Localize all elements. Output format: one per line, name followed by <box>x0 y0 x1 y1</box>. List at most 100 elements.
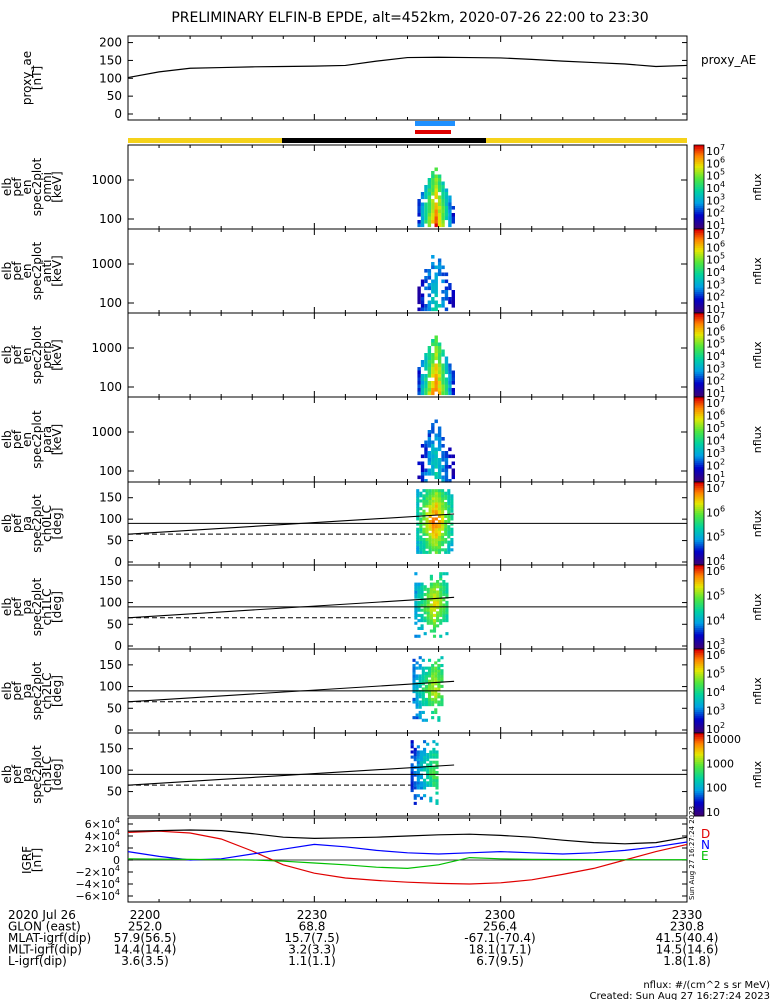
en-spec2plot-omni-cell <box>431 213 435 217</box>
pa-spec2plot-ch2LC-cell <box>424 677 428 681</box>
en-spec2plot-perp-colorbar-cell <box>694 386 704 390</box>
pa-spec2plot-ch0LC-cell <box>437 530 442 534</box>
pa-spec2plot-ch3LC-cell <box>426 781 430 785</box>
pa-spec2plot-ch3LC-cell <box>423 747 427 751</box>
en-spec2plot-para-cell <box>427 451 432 455</box>
en-spec2plot-para-colorbar-cell <box>694 437 704 440</box>
pa-spec2plot-ch2LC-cell <box>431 682 435 686</box>
pa-spec2plot-ch2LC-ytick-label: 50 <box>107 701 122 715</box>
pa-spec2plot-ch1LC-cell <box>417 613 421 617</box>
en-spec2plot-perp-cell <box>434 349 438 354</box>
pa-spec2plot-ch2LC-cell <box>418 679 422 683</box>
pa-spec2plot-ch3LC-cell <box>435 786 439 790</box>
en-spec2plot-omni-cell <box>434 195 438 200</box>
en-spec2plot-para-cell <box>431 447 435 452</box>
en-spec2plot-anti-colorbar-cell <box>694 235 704 238</box>
en-spec2plot-anti-colorbar-cell <box>694 289 704 293</box>
pa-spec2plot-ch2LC-colorbar-cell <box>694 712 704 715</box>
pa-spec2plot-ch2LC-cell <box>424 684 428 688</box>
pa-spec2plot-ch3LC-cell <box>432 755 436 759</box>
pa-spec2plot-ch0LC-cell <box>434 532 438 536</box>
en-spec2plot-omni-colorbar-tick: 107 <box>706 143 725 158</box>
pa-spec2plot-ch2LC-cell <box>437 682 441 686</box>
pa-spec2plot-ch2LC-cell <box>440 663 444 668</box>
en-spec2plot-para-cell <box>424 468 428 473</box>
pa-spec2plot-ch1LC-cell <box>442 616 446 620</box>
pa-spec2plot-ch3LC-colorbar-cell <box>694 795 704 798</box>
en-spec2plot-perp-colorbar-cell <box>694 323 704 327</box>
pa-spec2plot-ch1LC-colorbar-cell <box>694 619 704 623</box>
pa-spec2plot-ch1LC-cell <box>417 585 421 589</box>
pa-spec2plot-ch0LC-cell <box>425 527 429 531</box>
pa-spec2plot-ch2LC-cell <box>427 687 432 691</box>
en-spec2plot-para-colorbar-cell <box>694 433 704 436</box>
pa-spec2plot-ch3LC-cell <box>429 763 433 767</box>
en-spec2plot-perp-cell <box>424 391 428 396</box>
pa-spec2plot-ch1LC-cell <box>423 606 427 610</box>
bottom-axis-value: 1.1(1.1) <box>288 954 336 968</box>
en-spec2plot-para-colorbar-cell <box>694 409 704 413</box>
pa-spec2plot-ch0LC-cell <box>447 540 451 544</box>
pa-spec2plot-ch2LC-cell <box>434 669 438 673</box>
en-spec2plot-para-colorbar-cell <box>694 428 704 432</box>
bottom-axis-row-label: L-igrf(dip) <box>8 954 67 968</box>
en-spec2plot-para-cell <box>437 468 442 473</box>
en-spec2plot-anti-cell <box>431 255 435 259</box>
pa-spec2plot-ch3LC-cell <box>426 755 430 759</box>
pa-spec2plot-ch0LC-cell <box>428 550 432 554</box>
en-spec2plot-anti-cell <box>437 258 442 263</box>
en-spec2plot-para-cell <box>437 447 442 452</box>
en-spec2plot-omni-cell <box>437 206 442 210</box>
en-spec2plot-omni-cell <box>434 167 438 172</box>
en-spec2plot-omni-cell <box>451 213 455 217</box>
pa-spec2plot-ch2LC-cell <box>427 658 432 662</box>
pa-spec2plot-ch3LC-cell <box>416 776 420 780</box>
pa-spec2plot-ch0LC-cell <box>434 545 438 549</box>
pa-spec2plot-ch1LC-cell <box>429 606 433 610</box>
pa-spec2plot-ch1LC-cell <box>436 619 440 623</box>
en-spec2plot-perp-cell <box>448 384 452 389</box>
pa-spec2plot-ch3LC-cell <box>410 783 414 787</box>
en-spec2plot-omni-colorbar-cell <box>694 168 704 171</box>
pa-spec2plot-ch1LC-colorbar-cell <box>694 594 704 597</box>
pa-spec2plot-ch1LC-cell <box>429 587 433 591</box>
pa-spec2plot-ch1LC-cell <box>414 585 418 589</box>
en-spec2plot-omni-cell <box>431 202 435 207</box>
bottom-axis-value: 3.2(3.3) <box>288 943 336 957</box>
en-spec2plot-para-cell <box>451 468 455 473</box>
en-spec2plot-anti-colorbar-tick: 107 <box>706 227 725 242</box>
en-spec2plot-omni-ylabel-line: en <box>20 180 34 195</box>
en-spec2plot-omni-colorbar-cell <box>694 208 704 211</box>
pa-spec2plot-ch3LC-cell <box>429 796 433 800</box>
en-spec2plot-omni-colorbar-cell <box>694 195 704 198</box>
pa-spec2plot-ch3LC-cell <box>432 771 436 775</box>
pa-spec2plot-ch0LC-cell <box>416 540 420 544</box>
en-spec2plot-anti-colorbar-cell <box>694 281 704 285</box>
en-spec2plot-omni-cell <box>431 199 435 203</box>
en-spec2plot-anti-cell <box>427 307 432 312</box>
en-spec2plot-perp-cell <box>417 384 421 389</box>
en-spec2plot-omni-cell <box>431 209 435 214</box>
pa-spec2plot-ch0LC-cell <box>434 540 438 544</box>
pa-spec2plot-ch2LC-cell <box>437 687 441 691</box>
en-spec2plot-para-cell <box>427 458 432 462</box>
pa-spec2plot-ch0LC-cell <box>447 496 451 500</box>
en-spec2plot-omni-colorbar-cell <box>694 155 704 159</box>
pa-spec2plot-ch2LC-cell <box>440 695 444 699</box>
pa-spec2plot-ch2LC-ylabel-line: ch2LC <box>40 673 54 710</box>
en-spec2plot-anti-cell <box>434 293 438 298</box>
en-spec2plot-para-cell <box>444 458 449 462</box>
en-spec2plot-omni-cell <box>444 199 449 203</box>
pa-spec2plot-ch0LC-cell <box>422 530 426 534</box>
pa-spec2plot-ch3LC-cell <box>432 768 436 772</box>
en-spec2plot-perp-cell <box>427 370 432 375</box>
bottom-axis-value: 41.5(40.4) <box>656 931 719 945</box>
pa-spec2plot-ch0LC-cell <box>447 514 451 518</box>
pa-spec2plot-ch3LC-colorbar-cell <box>694 755 704 759</box>
pa-spec2plot-ch0LC-cell <box>425 502 429 506</box>
pa-spec2plot-ch2LC-colorbar-cell <box>694 688 704 692</box>
en-spec2plot-omni-colorbar-cell <box>694 222 704 226</box>
bottom-axis-value: 2330 <box>672 908 703 922</box>
pa-spec2plot-ch0LC-cell <box>431 512 435 516</box>
pa-spec2plot-ch0LC-cell <box>422 504 426 508</box>
